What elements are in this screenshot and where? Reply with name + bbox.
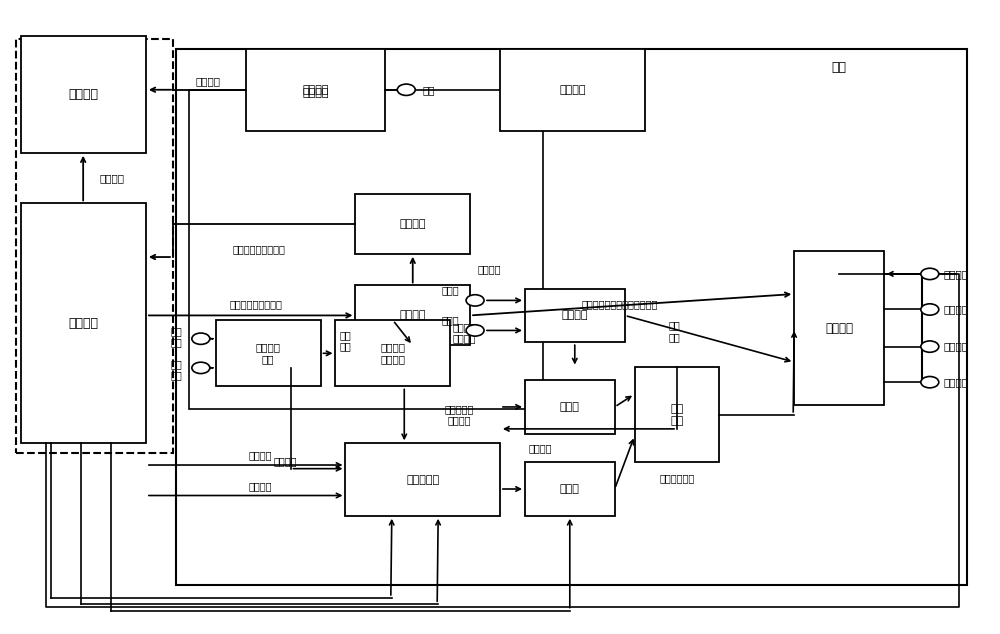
Bar bbox=[355, 285, 470, 346]
Text: 电机电流: 电机电流 bbox=[249, 451, 272, 460]
Text: 电流控制器: 电流控制器 bbox=[406, 474, 439, 484]
Bar bbox=[176, 49, 967, 585]
Bar bbox=[21, 204, 146, 443]
Text: 壳体组件: 壳体组件 bbox=[559, 85, 586, 94]
Bar bbox=[16, 39, 173, 453]
Text: 电机组件: 电机组件 bbox=[69, 317, 99, 330]
Text: 电流控制器
控制信号: 电流控制器 控制信号 bbox=[444, 404, 474, 425]
Text: 摩擦力矩: 摩擦力矩 bbox=[195, 76, 220, 86]
Text: 轴承组件: 轴承组件 bbox=[302, 85, 329, 94]
Text: 指令接口
电路: 指令接口 电路 bbox=[256, 342, 281, 364]
Text: 换向信号: 换向信号 bbox=[478, 264, 501, 275]
Text: 开关状态: 开关状态 bbox=[944, 377, 969, 387]
Text: 电机电压: 电机电压 bbox=[249, 481, 272, 491]
Text: 开指令: 开指令 bbox=[441, 285, 459, 295]
Circle shape bbox=[192, 362, 210, 373]
Text: 轮体组件: 轮体组件 bbox=[69, 88, 99, 101]
Text: 开关
状态: 开关 状态 bbox=[669, 320, 680, 342]
Text: 力矩方向
变换逻辑: 力矩方向 变换逻辑 bbox=[380, 342, 405, 364]
Text: 电机电流: 电机电流 bbox=[944, 269, 969, 279]
Bar bbox=[794, 250, 884, 405]
Text: 电源转换: 电源转换 bbox=[562, 311, 588, 320]
Bar bbox=[21, 36, 146, 153]
Text: 加速器: 加速器 bbox=[560, 402, 580, 412]
Text: 电机驱动: 电机驱动 bbox=[99, 173, 124, 183]
Circle shape bbox=[921, 268, 939, 280]
Text: 控制信号: 控制信号 bbox=[528, 443, 552, 453]
Text: 换向逻辑
控制信号: 换向逻辑 控制信号 bbox=[453, 322, 476, 344]
Text: 关指令: 关指令 bbox=[441, 315, 459, 325]
Text: 电机传感器输出信号: 电机传感器输出信号 bbox=[229, 299, 282, 309]
Circle shape bbox=[192, 333, 210, 344]
Bar bbox=[525, 380, 615, 434]
Text: 换向逻辑: 换向逻辑 bbox=[399, 311, 426, 320]
Text: 测速脉冲信号，速度方向信号: 测速脉冲信号，速度方向信号 bbox=[581, 299, 658, 309]
Text: 驱动电路: 驱动电路 bbox=[302, 88, 329, 98]
Bar bbox=[246, 49, 385, 131]
Text: 接通或关断电机绕组: 接通或关断电机绕组 bbox=[232, 245, 285, 254]
Circle shape bbox=[921, 377, 939, 388]
Text: 方向
指令: 方向 指令 bbox=[170, 326, 182, 347]
Text: 电路: 电路 bbox=[832, 61, 847, 74]
Text: 速度信号: 速度信号 bbox=[944, 342, 969, 352]
Bar bbox=[335, 320, 450, 387]
Circle shape bbox=[466, 295, 484, 306]
Bar bbox=[500, 49, 645, 131]
Text: 换向开关: 换向开关 bbox=[399, 219, 426, 229]
Circle shape bbox=[921, 304, 939, 315]
Bar bbox=[355, 194, 470, 254]
Text: 力矩
指令: 力矩 指令 bbox=[170, 359, 182, 380]
Circle shape bbox=[466, 325, 484, 336]
Bar bbox=[525, 462, 615, 516]
Circle shape bbox=[397, 84, 415, 96]
Circle shape bbox=[921, 341, 939, 353]
Text: 方向
指令: 方向 指令 bbox=[340, 330, 351, 351]
Bar bbox=[216, 320, 320, 387]
Text: 遥测接口: 遥测接口 bbox=[825, 321, 853, 335]
Bar bbox=[525, 288, 625, 342]
Bar bbox=[189, 90, 543, 408]
Text: 电机期望电压: 电机期望电压 bbox=[659, 473, 695, 483]
Text: 力矩指令: 力矩指令 bbox=[274, 456, 297, 467]
Text: 控制
电路: 控制 电路 bbox=[670, 404, 684, 425]
Bar bbox=[635, 368, 719, 462]
Text: 减速器: 减速器 bbox=[560, 484, 580, 494]
Text: 速度方向: 速度方向 bbox=[944, 304, 969, 314]
Bar bbox=[345, 443, 500, 516]
Text: 轴温: 轴温 bbox=[422, 85, 435, 94]
